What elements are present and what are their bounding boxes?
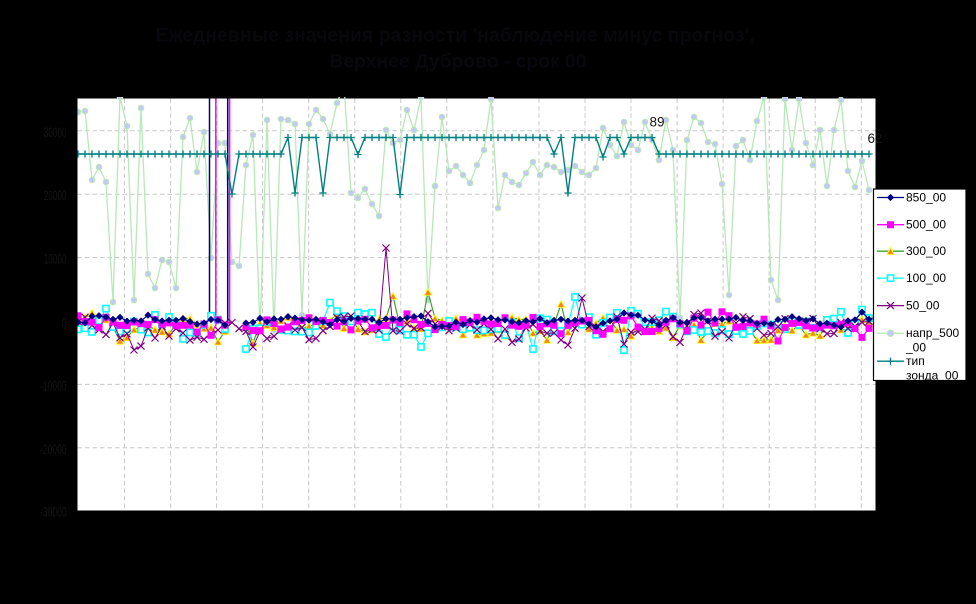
svg-text:0: 0 [62, 314, 67, 330]
svg-text:500_00: 500_00 [906, 218, 946, 232]
svg-text:10000: 10000 [44, 251, 67, 267]
svg-text:Верхнее Дуброво - срок 00: Верхнее Дуброво - срок 00 [330, 51, 587, 73]
svg-text:напр_500: напр_500 [906, 326, 959, 340]
svg-text:20000: 20000 [44, 187, 67, 203]
svg-text:-30000: -30000 [40, 504, 67, 520]
svg-text:зонда_00: зонда_00 [906, 369, 959, 383]
svg-text:89: 89 [649, 114, 664, 129]
svg-text:30000: 30000 [44, 124, 67, 140]
svg-text:300_00: 300_00 [906, 244, 946, 258]
svg-text:50_00: 50_00 [906, 299, 940, 313]
svg-text:Ежедневные значения разности ': Ежедневные значения разности 'наблюдение… [156, 25, 755, 47]
svg-text:-10000: -10000 [40, 377, 67, 393]
svg-text:тип: тип [906, 354, 925, 368]
svg-text:-20000: -20000 [40, 441, 67, 457]
svg-text:100_00: 100_00 [906, 271, 946, 285]
svg-text:62: 62 [868, 131, 883, 146]
svg-text:_00: _00 [905, 341, 926, 355]
svg-text:850_00: 850_00 [906, 191, 946, 205]
